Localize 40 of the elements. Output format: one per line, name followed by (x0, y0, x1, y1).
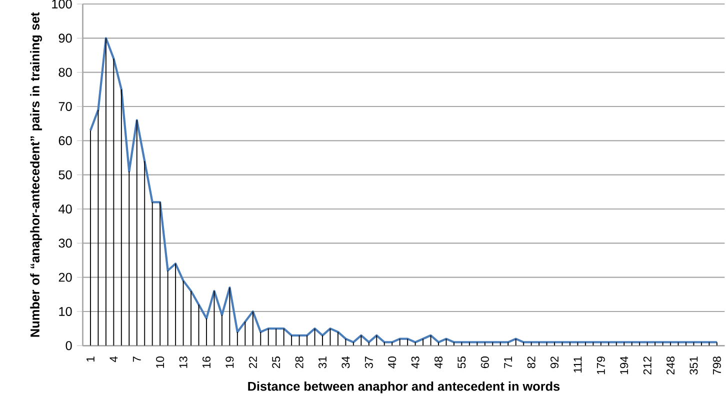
x-tick-label: 194 (620, 356, 628, 374)
x-tick-label: 34 (342, 356, 350, 368)
y-axis-title: Number of “anaphor-antecedent” pairs in training set (30, 12, 42, 337)
x-tick-label: 1 (86, 356, 94, 362)
x-tick-label: 7 (132, 356, 141, 362)
x-tick-label: 37 (364, 356, 373, 368)
x-tick-label: 71 (504, 356, 512, 368)
x-tick-label: 31 (318, 356, 327, 368)
x-tick-label: 25 (272, 356, 280, 368)
x-tick-label: 40 (388, 356, 396, 368)
x-tick-label: 22 (248, 356, 257, 368)
x-tick-label: 55 (458, 356, 466, 368)
x-tick-label: 10 (156, 356, 164, 368)
y-tick-label: 50 (58, 170, 72, 180)
x-tick-label: 248 (666, 356, 675, 374)
y-tick-label: 80 (58, 68, 72, 77)
y-tick-label: 70 (58, 102, 72, 111)
x-tick-label: 351 (690, 356, 698, 375)
y-tick-label: 20 (58, 272, 72, 282)
y-tick-label: 30 (58, 238, 72, 248)
x-tick-label: 48 (434, 356, 443, 368)
x-tick-label: 16 (202, 356, 210, 368)
x-tick-label: 60 (480, 356, 489, 368)
x-tick-label: 28 (295, 356, 304, 368)
y-tick-label: 90 (58, 34, 72, 43)
x-tick-label: 19 (226, 356, 234, 368)
y-tick-label: 40 (58, 204, 72, 214)
x-tick-label: 111 (574, 356, 582, 372)
x-tick-label: 82 (527, 356, 536, 368)
x-axis-title: Distance between anaphor and antecedent in words (248, 381, 560, 394)
y-tick-label: 10 (59, 306, 72, 316)
x-tick-label: 13 (179, 356, 188, 368)
x-tick-label: 179 (596, 356, 605, 374)
y-tick-label: 0 (66, 341, 72, 350)
y-tick-label: 60 (58, 136, 72, 146)
x-tick-label: 92 (550, 356, 559, 368)
x-tick-label: 43 (411, 356, 420, 368)
x-tick-label: 798 (712, 356, 721, 374)
x-tick-label: 4 (110, 356, 118, 362)
x-tick-label: 212 (643, 356, 652, 374)
